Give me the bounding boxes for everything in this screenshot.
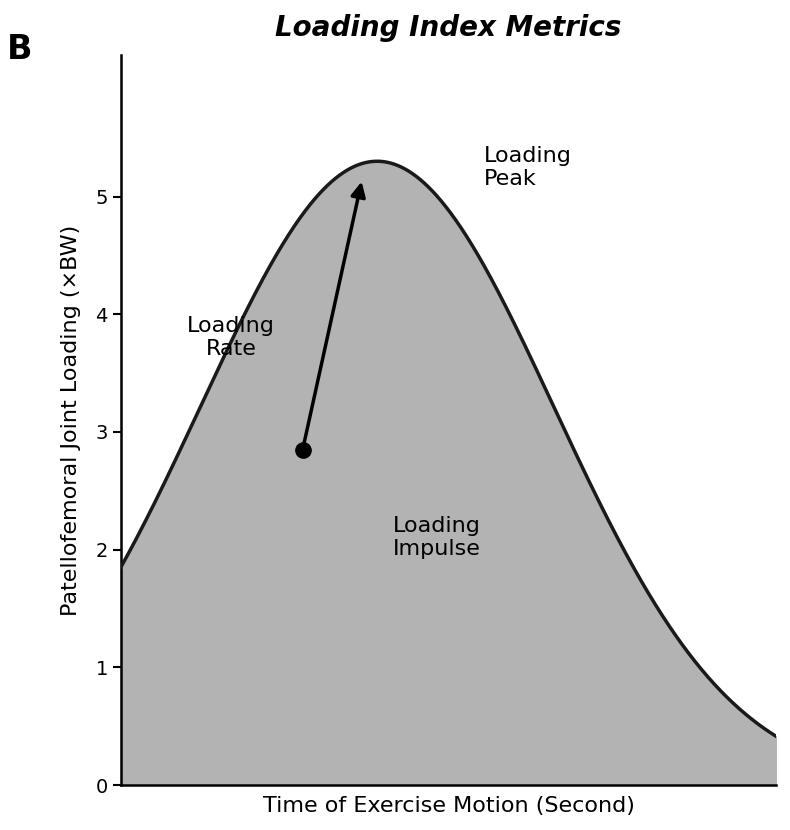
Title: Loading Index Metrics: Loading Index Metrics <box>276 14 622 42</box>
Text: Loading
Rate: Loading Rate <box>187 316 275 359</box>
Text: B: B <box>6 33 32 66</box>
Text: Loading
Peak: Loading Peak <box>484 145 572 188</box>
Text: Loading
Impulse: Loading Impulse <box>393 516 480 559</box>
X-axis label: Time of Exercise Motion (Second): Time of Exercise Motion (Second) <box>262 796 634 816</box>
Y-axis label: Patellofemoral Joint Loading (×BW): Patellofemoral Joint Loading (×BW) <box>62 225 81 616</box>
